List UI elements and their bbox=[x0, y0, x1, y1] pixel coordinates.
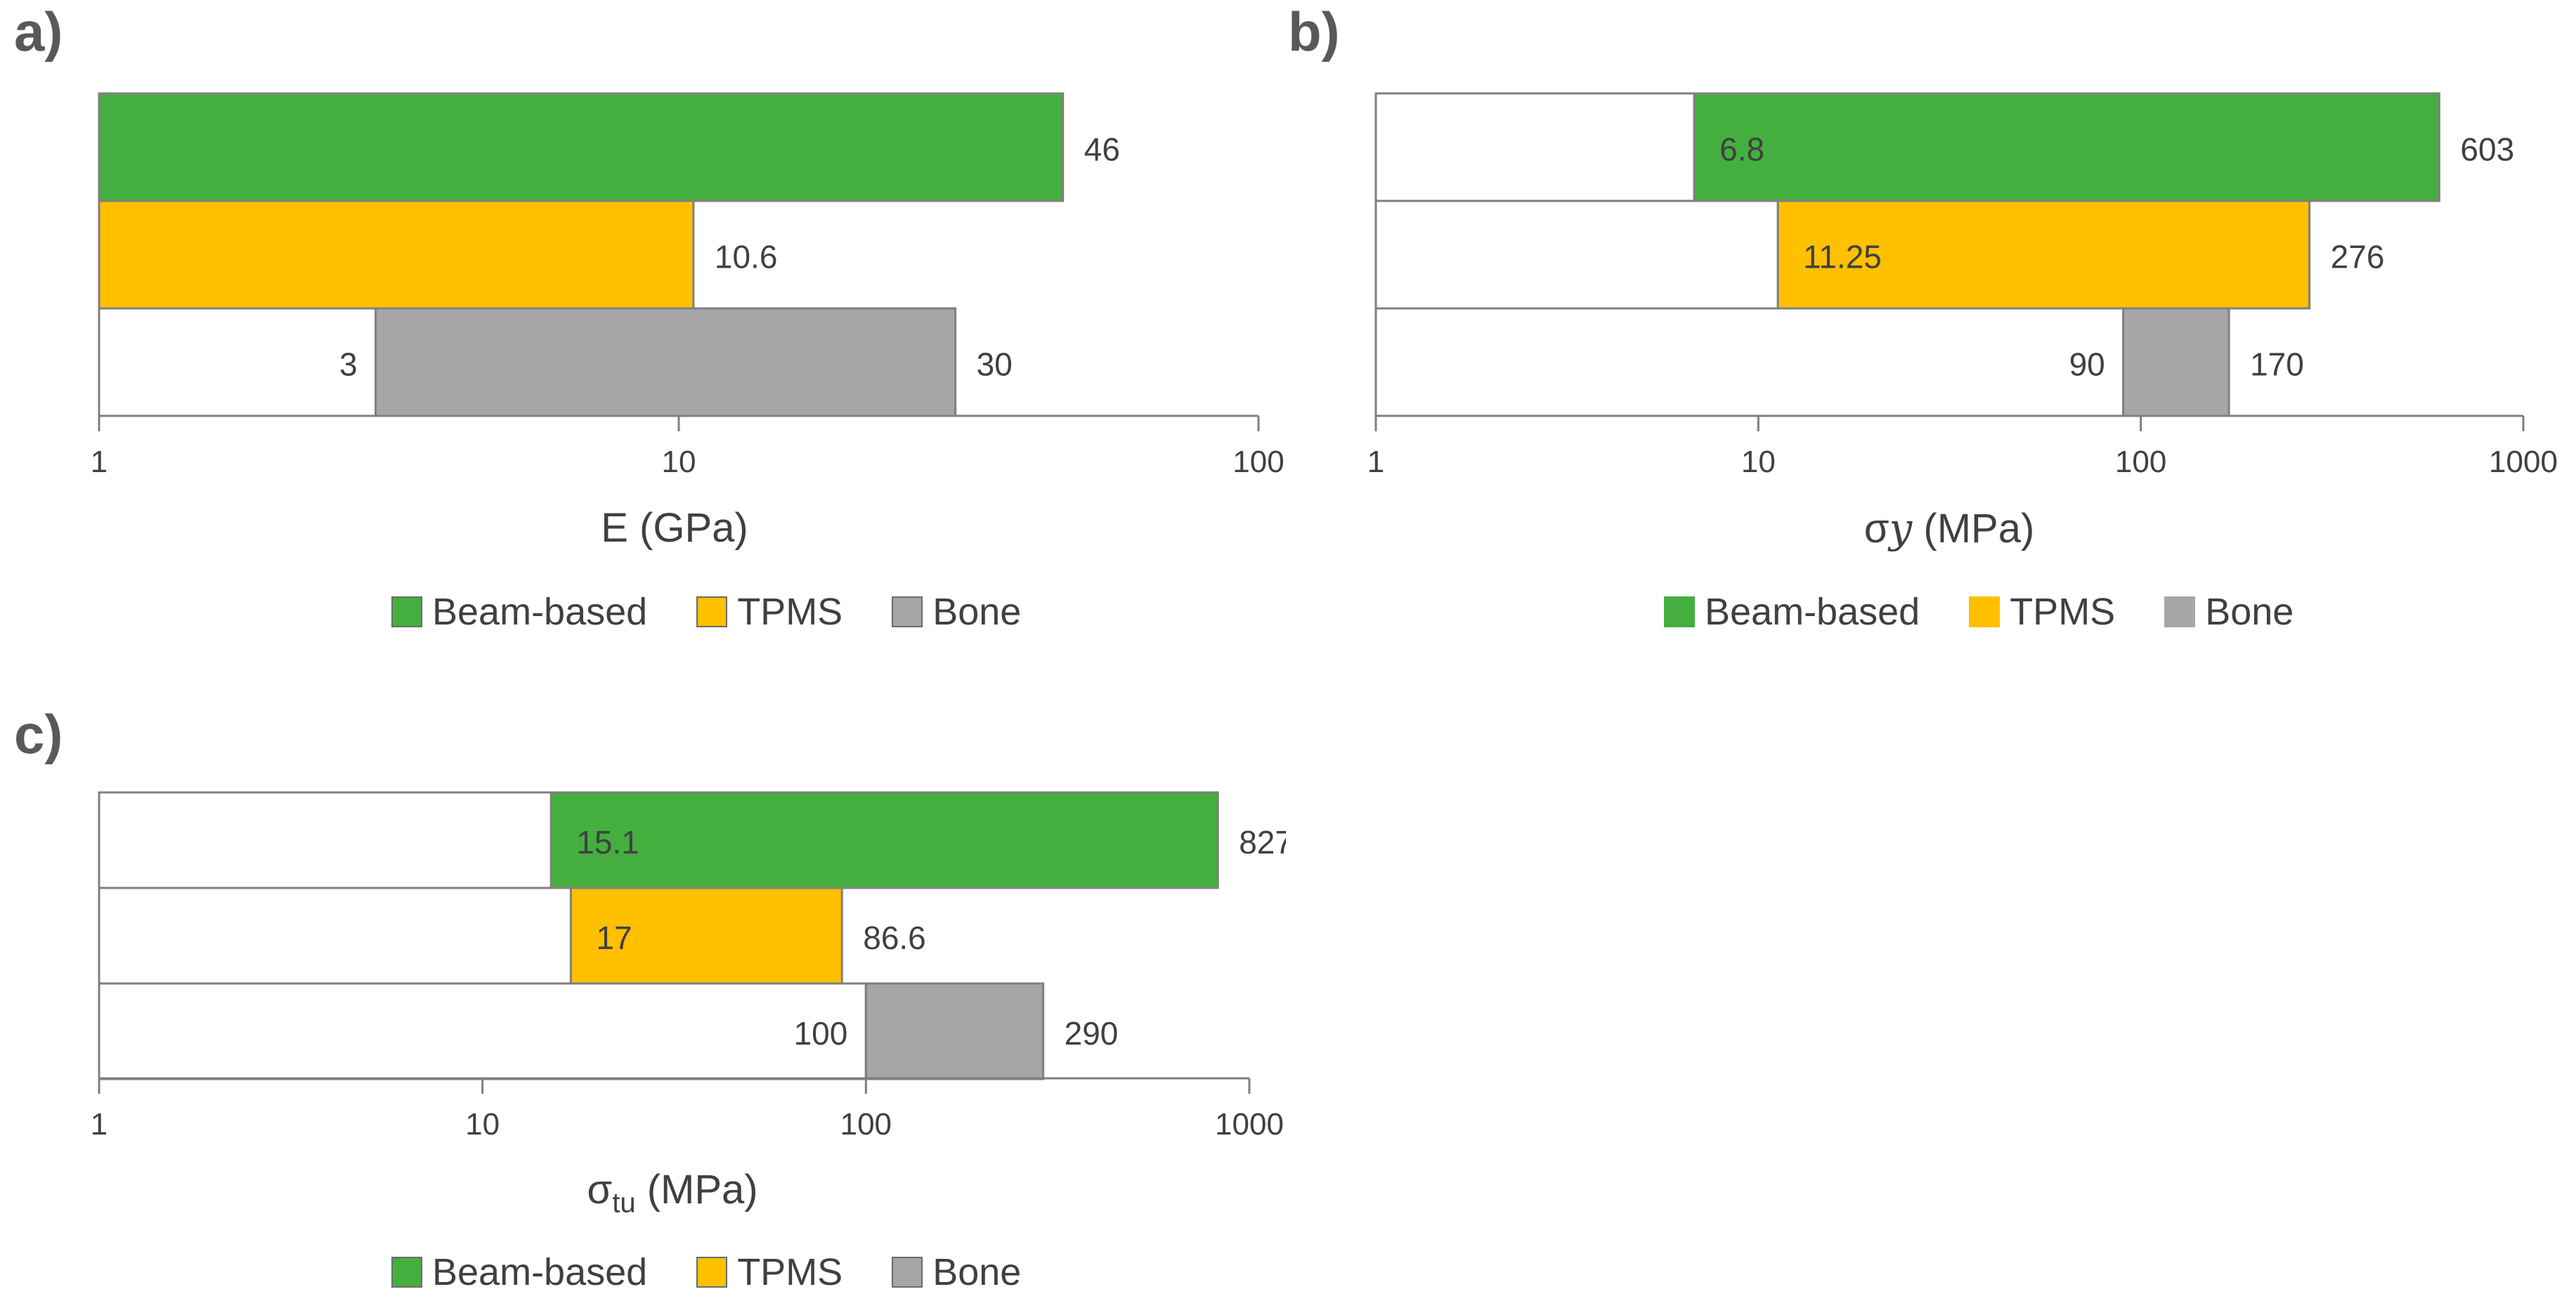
legend-item-tpms: TPMS bbox=[696, 1250, 843, 1294]
tpms-base-bar bbox=[1374, 200, 1779, 310]
x-tick-label: 1 bbox=[91, 445, 108, 479]
panel-label-b: b) bbox=[1288, 1, 1340, 63]
panel-label-a: a) bbox=[14, 1, 63, 63]
bone-range-bar bbox=[864, 982, 1045, 1080]
beam-min-label: 15.1 bbox=[576, 824, 639, 861]
chart-a: 46 10.6 30 3 1 10 100 bbox=[91, 92, 1284, 479]
tpms-swatch bbox=[696, 596, 728, 627]
beam-max-label: 603 bbox=[2460, 131, 2514, 168]
beam-range-bar bbox=[1693, 92, 2440, 202]
x-tick-label: 1 bbox=[1367, 445, 1384, 479]
axis-title-b: σy (MPa) bbox=[1863, 504, 2035, 552]
tpms-swatch bbox=[1969, 596, 2001, 627]
x-tick-label: 1000 bbox=[2489, 445, 2558, 479]
beam-max-label: 827.8 bbox=[1239, 824, 1286, 861]
legend-item-tpms: TPMS bbox=[696, 590, 843, 634]
beam-swatch bbox=[391, 596, 422, 627]
axis-title-c: σtu (MPa) bbox=[587, 1167, 758, 1219]
chart-b: 603 6.8 276 11.25 170 90 1 10 100 1000 bbox=[1367, 92, 2558, 479]
tpms-range-bar bbox=[569, 887, 843, 985]
legend-item-tpms: TPMS bbox=[1969, 590, 2115, 634]
tpms-swatch bbox=[696, 1257, 728, 1288]
bone-min-label: 90 bbox=[2069, 346, 2105, 383]
legend-item-bone: Bone bbox=[2164, 590, 2294, 634]
bone-max-label: 170 bbox=[2250, 346, 2304, 383]
legend-item-bone: Bone bbox=[892, 590, 1021, 634]
legend-item-beam: Beam-based bbox=[391, 1250, 647, 1294]
bone-max-label: 30 bbox=[977, 346, 1013, 383]
tpms-base-bar bbox=[98, 887, 572, 985]
panel-label-c: c) bbox=[14, 703, 63, 765]
tpms-min-label: 11.25 bbox=[1803, 239, 1882, 275]
tpms-range-bar bbox=[98, 200, 695, 310]
beam-base-bar bbox=[98, 791, 552, 889]
bone-swatch bbox=[892, 596, 923, 627]
bone-swatch bbox=[892, 1257, 923, 1288]
bone-range-bar bbox=[2122, 307, 2230, 417]
bone-range-bar bbox=[375, 307, 957, 417]
tpms-max-label: 86.6 bbox=[863, 920, 926, 956]
x-tick-label: 100 bbox=[840, 1107, 892, 1142]
chart-c: 827.8 15.1 86.6 17 290 100 1 10 100 1000 bbox=[91, 791, 1286, 1142]
beam-max-label: 46 bbox=[1084, 131, 1120, 168]
legend-b: Beam-based TPMS Bone bbox=[1664, 590, 2294, 634]
beam-swatch bbox=[1664, 596, 1695, 627]
legend-item-beam: Beam-based bbox=[1664, 590, 1920, 634]
x-tick-label: 1000 bbox=[1215, 1107, 1284, 1142]
beam-swatch bbox=[391, 1257, 422, 1288]
tpms-range-bar bbox=[1776, 200, 2311, 310]
bone-base-bar bbox=[98, 982, 867, 1080]
x-tick-label: 100 bbox=[1232, 445, 1284, 479]
tpms-max-label: 276 bbox=[2331, 239, 2385, 275]
bone-base-bar bbox=[98, 307, 377, 417]
bone-swatch bbox=[2164, 596, 2196, 627]
legend-item-bone: Bone bbox=[892, 1250, 1021, 1294]
beam-range-bar bbox=[98, 92, 1065, 202]
x-tick-label: 10 bbox=[662, 445, 696, 479]
bone-max-label: 290 bbox=[1065, 1015, 1119, 1052]
beam-base-bar bbox=[1374, 92, 1696, 202]
bone-min-label: 100 bbox=[794, 1015, 848, 1052]
x-tick-label: 10 bbox=[465, 1107, 500, 1142]
x-tick-label: 1 bbox=[91, 1107, 108, 1142]
legend-item-beam: Beam-based bbox=[391, 590, 647, 634]
tpms-min-label: 17 bbox=[596, 920, 632, 956]
legend-c: Beam-based TPMS Bone bbox=[391, 1250, 1021, 1294]
tpms-max-label: 10.6 bbox=[715, 239, 778, 275]
x-tick-label: 10 bbox=[1741, 445, 1776, 479]
beam-range-bar bbox=[549, 791, 1219, 889]
x-tick-label: 100 bbox=[2115, 445, 2166, 479]
beam-min-label: 6.8 bbox=[1719, 131, 1764, 168]
bone-base-bar bbox=[1374, 307, 2125, 417]
legend-a: Beam-based TPMS Bone bbox=[391, 590, 1021, 634]
axis-title-a: E (GPa) bbox=[601, 505, 748, 551]
bone-min-label: 3 bbox=[339, 346, 358, 383]
